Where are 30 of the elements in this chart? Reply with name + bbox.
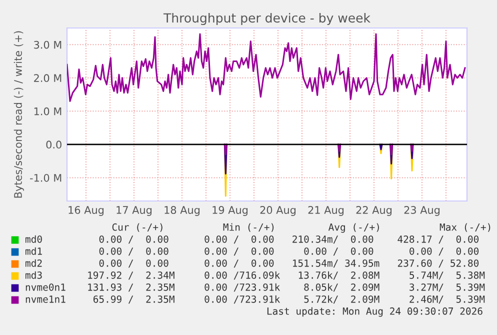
legend-label: md0 bbox=[26, 235, 42, 243]
legend-label: nvme1n1 bbox=[26, 296, 66, 303]
x-tick-label: 16 Aug bbox=[68, 206, 104, 216]
x-tick-label: 22 Aug bbox=[356, 206, 392, 216]
text: 131.93 / 2.35M 0.00 /723.91k 8.05k/ 2.09M 3.27M/ 5.39M bbox=[88, 283, 485, 292]
chart-title: Throughput per device - by week bbox=[163, 12, 370, 26]
x-tick-label: 18 Aug bbox=[164, 206, 200, 216]
legend-label: nvme0n1 bbox=[26, 283, 66, 291]
y-tick-label: 1.0 M bbox=[34, 107, 62, 116]
text: 0.00 / 0.00 0.00 / 0.00 210.34m/ 0.00 428.17 / 0.00 bbox=[99, 235, 479, 244]
text: Cur (-/+) Min (-/+) Avg (-/+) Max (-/+) bbox=[112, 223, 490, 233]
y-axis-title: Bytes/second read (-) / write (+) bbox=[14, 31, 24, 198]
x-tick-label: 21 Aug bbox=[308, 206, 344, 216]
legend-label: md1 bbox=[26, 247, 42, 255]
text: 0.00 / 0.00 0.00 / 0.00 151.54m/ 34.95m 237.60 / 52.80 bbox=[99, 259, 479, 268]
text: 197.92 / 2.34M 0.00 /716.09k 13.76k/ 2.08M 5.74M/ 5.38M bbox=[88, 271, 485, 280]
y-tick-label: 0.0 bbox=[46, 140, 62, 149]
y-tick-label: 3.0 M bbox=[34, 40, 62, 49]
y-tick-label: 2.0 M bbox=[34, 74, 62, 82]
y-tick-label: -1.0 M bbox=[30, 174, 62, 182]
text: Last update: Mon Aug 24 09:30:07 2026 bbox=[267, 307, 482, 317]
text: 0.00 / 0.00 0.00 / 0.00 0.00 / 0.00 0.00 / 0.00 bbox=[99, 247, 479, 256]
x-tick-label: 20 Aug bbox=[260, 206, 296, 216]
text: 65.99 / 2.35M 0.00 /723.91k 5.72k/ 2.09M 2.46M/ 5.39M bbox=[93, 295, 485, 304]
x-tick-label: 17 Aug bbox=[116, 206, 152, 216]
line-series bbox=[67, 33, 466, 102]
x-tick-label: 19 Aug bbox=[212, 206, 248, 216]
x-tick-label: 23 Aug bbox=[404, 206, 440, 216]
legend-label: md2 bbox=[26, 259, 42, 267]
legend-label: md3 bbox=[26, 271, 42, 279]
